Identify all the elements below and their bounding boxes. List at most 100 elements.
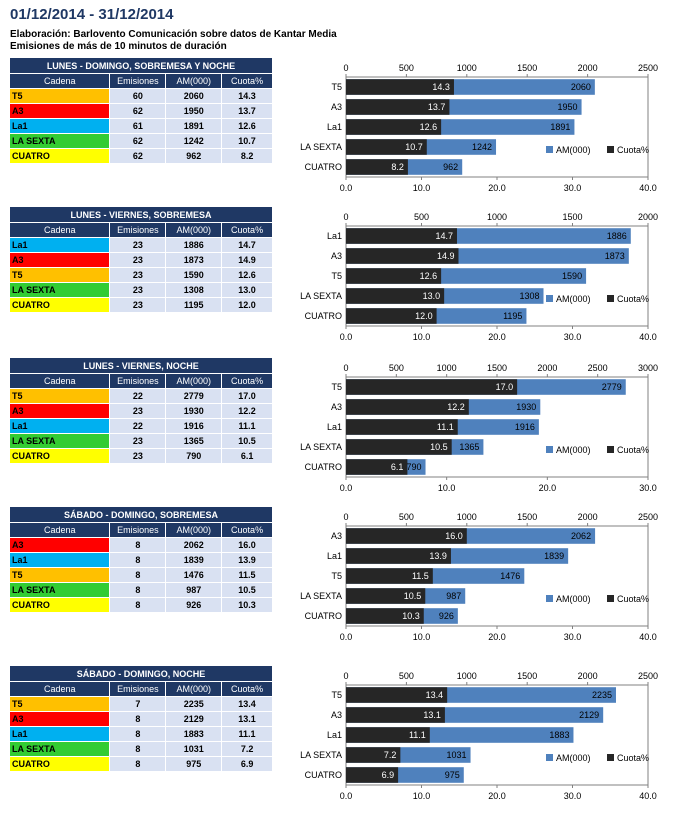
broadcasts-cell: 23 <box>110 404 166 418</box>
emisiones-header: Emisiones <box>110 682 166 696</box>
cadena-header: Cadena <box>10 374 110 388</box>
top-axis-label: 500 <box>389 363 404 373</box>
share-cell: 12.6 <box>222 119 272 133</box>
audience-cell: 1916 <box>166 419 222 433</box>
broadcasts-cell: 8 <box>110 553 166 567</box>
broadcasts-cell: 23 <box>110 434 166 448</box>
legend-am-label: AM(000) <box>556 294 591 304</box>
top-axis-label: 2500 <box>638 671 658 681</box>
am-data-label: 2235 <box>592 690 612 700</box>
audience-cell: 1873 <box>166 253 222 267</box>
table-title: LUNES - DOMINGO, SOBREMESA Y NOCHE <box>10 58 272 73</box>
audience-table: LUNES - VIERNES, NOCHE Cadena Emisiones AM(… <box>9 357 273 464</box>
audience-table: SÁBADO - DOMINGO, SOBREMESA Cadena Emision… <box>9 506 273 613</box>
cuota-bar <box>346 79 454 95</box>
cuota-bar <box>346 439 452 455</box>
channel-name: La1 <box>10 238 110 252</box>
audience-cell: 962 <box>166 149 222 163</box>
table-row: LA SEXTA 23 1365 10.5 <box>10 434 272 448</box>
cuota-data-label: 10.5 <box>404 591 422 601</box>
broadcasts-cell: 8 <box>110 538 166 552</box>
table-row: A3 23 1930 12.2 <box>10 404 272 418</box>
top-axis-label: 1500 <box>562 212 582 222</box>
table-row: A3 8 2062 16.0 <box>10 538 272 552</box>
legend-am-swatch <box>546 146 553 153</box>
legend-am-label: AM(000) <box>556 145 591 155</box>
category-label: T5 <box>331 382 342 392</box>
cuota-header: Cuota% <box>222 523 272 537</box>
cuota-data-label: 13.7 <box>428 102 446 112</box>
cuota-data-label: 6.1 <box>391 462 404 472</box>
channel-name: T5 <box>10 389 110 403</box>
am-data-label: 1242 <box>472 142 492 152</box>
bottom-axis-label: 30.0 <box>564 791 582 801</box>
bar-chart: 0 500 1000 1500 2000 2500 0.0 10.0 20.0 30.0 40.0 A… <box>290 508 670 648</box>
cuota-bar <box>346 588 426 604</box>
cuota-data-label: 11.1 <box>409 730 426 740</box>
cadena-header: Cadena <box>10 223 110 237</box>
top-axis-label: 1000 <box>457 63 477 73</box>
share-cell: 10.5 <box>222 583 272 597</box>
audience-table: SÁBADO - DOMINGO, NOCHE Cadena Emisiones AM… <box>9 665 273 772</box>
bottom-axis-label: 0.0 <box>340 483 353 493</box>
category-label: A3 <box>331 710 342 720</box>
table-row: La1 22 1916 11.1 <box>10 419 272 433</box>
top-axis-label: 1500 <box>517 512 537 522</box>
bar-chart: 0 500 1000 1500 2000 0.0 10.0 20.0 30.0 40.0 La1 14… <box>290 208 670 348</box>
bottom-axis-label: 20.0 <box>488 183 506 193</box>
bottom-axis-label: 30.0 <box>564 183 582 193</box>
source-note: Elaboración: Barlovento Comunicación sob… <box>10 29 337 40</box>
legend-am-label: AM(000) <box>556 445 591 455</box>
emisiones-header: Emisiones <box>110 523 166 537</box>
broadcasts-cell: 8 <box>110 727 166 741</box>
cadena-header: Cadena <box>10 74 110 88</box>
channel-name: T5 <box>10 268 110 282</box>
audience-cell: 1891 <box>166 119 222 133</box>
category-label: T5 <box>331 271 342 281</box>
cuota-bar <box>346 159 408 175</box>
legend-cuota-swatch <box>607 595 614 602</box>
top-axis-label: 1000 <box>457 512 477 522</box>
cuota-bar <box>346 548 451 564</box>
legend-cuota-swatch <box>607 754 614 761</box>
bottom-axis-label: 0.0 <box>340 791 353 801</box>
share-cell: 13.1 <box>222 712 272 726</box>
top-axis-label: 500 <box>399 512 414 522</box>
share-cell: 16.0 <box>222 538 272 552</box>
share-cell: 10.3 <box>222 598 272 612</box>
table-row: La1 61 1891 12.6 <box>10 119 272 133</box>
top-axis-label: 500 <box>399 63 414 73</box>
share-cell: 14.7 <box>222 238 272 252</box>
channel-name: LA SEXTA <box>10 583 110 597</box>
bar-chart: 0 500 1000 1500 2000 2500 0.0 10.0 20.0 30.0 40.0 T… <box>290 59 670 199</box>
cuota-data-label: 12.0 <box>415 311 433 321</box>
cuota-data-label: 11.5 <box>412 571 429 581</box>
table-row: T5 8 1476 11.5 <box>10 568 272 582</box>
category-label: A3 <box>331 251 342 261</box>
top-axis-label: 0 <box>343 363 348 373</box>
table-title: SÁBADO - DOMINGO, NOCHE <box>10 666 272 681</box>
am-data-label: 2060 <box>571 82 591 92</box>
cuota-data-label: 13.1 <box>423 710 441 720</box>
table-row: T5 23 1590 12.6 <box>10 268 272 282</box>
am-data-label: 1839 <box>544 551 564 561</box>
broadcasts-cell: 23 <box>110 253 166 267</box>
cadena-header: Cadena <box>10 523 110 537</box>
audience-cell: 2062 <box>166 538 222 552</box>
share-cell: 6.1 <box>222 449 272 463</box>
share-cell: 12.0 <box>222 298 272 312</box>
channel-name: CUATRO <box>10 298 110 312</box>
am-data-label: 1031 <box>447 750 467 760</box>
share-cell: 11.5 <box>222 568 272 582</box>
table-title: LUNES - VIERNES, NOCHE <box>10 358 272 373</box>
bottom-axis-label: 10.0 <box>413 791 431 801</box>
table-row: LA SEXTA 8 1031 7.2 <box>10 742 272 756</box>
audience-cell: 1308 <box>166 283 222 297</box>
table-row: La1 8 1883 11.1 <box>10 727 272 741</box>
cuota-header: Cuota% <box>222 74 272 88</box>
channel-name: CUATRO <box>10 449 110 463</box>
am-header: AM(000) <box>166 223 222 237</box>
audience-cell: 1930 <box>166 404 222 418</box>
bottom-axis-label: 10.0 <box>413 632 431 642</box>
category-label: A3 <box>331 402 342 412</box>
